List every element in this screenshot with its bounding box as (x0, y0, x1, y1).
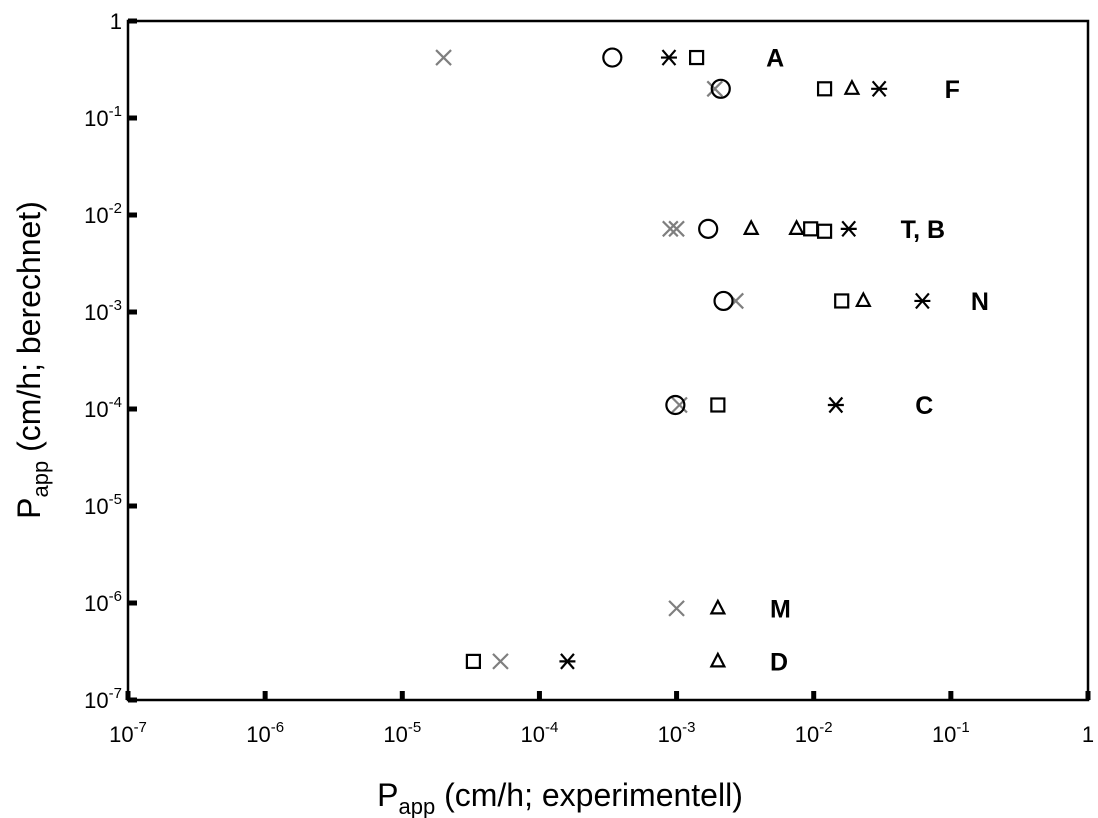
x-tick-mark (399, 691, 405, 700)
y-tick-label: 10-2 (84, 200, 122, 228)
x-tick-mark (674, 691, 680, 700)
data-point-square (816, 81, 833, 97)
data-point-triangle (855, 291, 872, 308)
data-point-asterisk (827, 396, 844, 414)
group-label-c: C (915, 392, 933, 420)
data-point-square (803, 221, 819, 237)
y-tick-mark (128, 697, 137, 703)
y-tick-label: 10-7 (84, 685, 122, 713)
x-tick-label: 10-5 (383, 719, 421, 747)
x-tick-label: 10-7 (109, 719, 147, 747)
y-tick-mark (128, 503, 137, 509)
group-labels: A F T, B N C MD (766, 45, 989, 677)
data-point-cross (671, 396, 688, 414)
x-tick-label: 10-1 (932, 719, 970, 747)
data-point-square (710, 397, 726, 413)
x-tick-label: 10-3 (658, 719, 696, 747)
data-point-asterisk (914, 292, 931, 310)
y-tick-mark (128, 212, 137, 218)
data-point-triangle (709, 598, 727, 615)
group-label-n: N (971, 288, 989, 316)
x-tick-mark (262, 691, 268, 700)
data-point-cross (435, 49, 452, 66)
y-tick-mark (128, 115, 137, 121)
data-points (435, 47, 931, 670)
x-tick-label: 10-4 (521, 719, 559, 747)
data-point-triangle (843, 78, 861, 95)
data-point-asterisk (559, 653, 576, 670)
x-tick-mark (811, 691, 817, 700)
axis-ticks: 10-7 10-6 10-5 10-4 10-3 10-2 10-1 1 10-7 10-6 10-… (84, 9, 1094, 747)
data-point-triangle (742, 218, 760, 235)
data-point-asterisk (660, 49, 677, 66)
x-tick-label: 10-6 (246, 719, 284, 747)
group-label-tb: T, B (901, 216, 945, 244)
y-tick-label: 10-6 (84, 588, 122, 616)
x-tick-mark (1085, 691, 1091, 700)
data-point-square (816, 223, 833, 239)
data-point-square (834, 293, 850, 309)
x-tick-label: 10-2 (795, 719, 833, 747)
data-point-circle (698, 218, 719, 239)
y-tick-label: 10-5 (84, 491, 122, 519)
data-point-triangle (788, 218, 805, 235)
group-label-m: M (770, 595, 791, 623)
group-label-a: A (766, 45, 784, 73)
plot-area (126, 19, 1090, 702)
y-tick-mark (128, 600, 137, 606)
data-point-cross (706, 80, 724, 98)
y-tick-label: 10-4 (84, 394, 122, 422)
data-point-circle (710, 78, 731, 99)
data-point-square (465, 653, 481, 669)
x-axis-title: Papp (cm/h; experimentell) (377, 777, 743, 818)
data-point-asterisk (840, 220, 857, 238)
y-tick-mark (128, 406, 137, 412)
x-tick-mark (125, 691, 131, 700)
group-label-d: D (770, 648, 788, 676)
y-tick-mark (128, 18, 137, 24)
data-point-cross (668, 600, 685, 617)
data-point-cross (668, 220, 685, 238)
x-tick-label: 1 (1082, 722, 1094, 747)
y-tick-label: 1 (110, 9, 122, 34)
data-point-cross (492, 653, 509, 670)
x-tick-mark (948, 691, 954, 700)
y-tick-mark (128, 309, 137, 315)
y-tick-label: 10-1 (84, 103, 122, 131)
x-tick-mark (536, 691, 542, 700)
y-axis-title: Papp (cm/h; berechnet) (11, 201, 53, 519)
data-point-circle (602, 47, 623, 68)
data-point-circle (665, 394, 686, 416)
y-tick-label: 10-3 (84, 297, 122, 325)
data-point-triangle (709, 651, 727, 668)
data-point-asterisk (871, 80, 888, 98)
data-point-cross (662, 220, 679, 238)
data-point-square (689, 49, 705, 66)
group-label-f: F (945, 76, 960, 104)
data-point-circle (713, 290, 734, 312)
